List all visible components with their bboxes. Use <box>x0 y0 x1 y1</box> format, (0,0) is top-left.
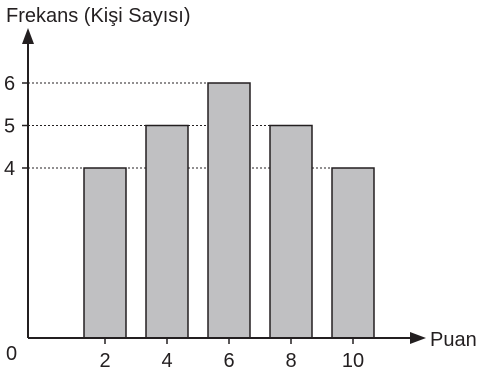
ticks: 4 5 6 2 4 6 8 10 <box>4 73 364 372</box>
reference-lines <box>28 82 374 169</box>
x-tick-label-10: 10 <box>342 350 364 372</box>
y-axis-arrow <box>22 28 34 44</box>
y-tick-label-4: 4 <box>4 158 15 180</box>
bar-2 <box>83 167 127 339</box>
axes <box>22 28 426 344</box>
y-axis-label: Frekans (Kişi Sayısı) <box>6 5 190 27</box>
bars <box>83 82 375 339</box>
bar-6 <box>207 82 251 339</box>
y-tick-label-5: 5 <box>4 116 15 138</box>
y-tick-label-6: 6 <box>4 73 15 95</box>
bar-4 <box>145 124 189 339</box>
x-tick-label-4: 4 <box>161 350 172 372</box>
x-tick-label-6: 6 <box>223 350 234 372</box>
x-tick-label-8: 8 <box>285 350 296 372</box>
x-tick-label-2: 2 <box>99 350 110 372</box>
x-axis-arrow <box>410 332 426 344</box>
bar-10 <box>331 167 375 339</box>
origin-label: 0 <box>6 343 17 365</box>
bar-8 <box>269 124 313 339</box>
x-axis-label: Puan <box>430 329 477 351</box>
